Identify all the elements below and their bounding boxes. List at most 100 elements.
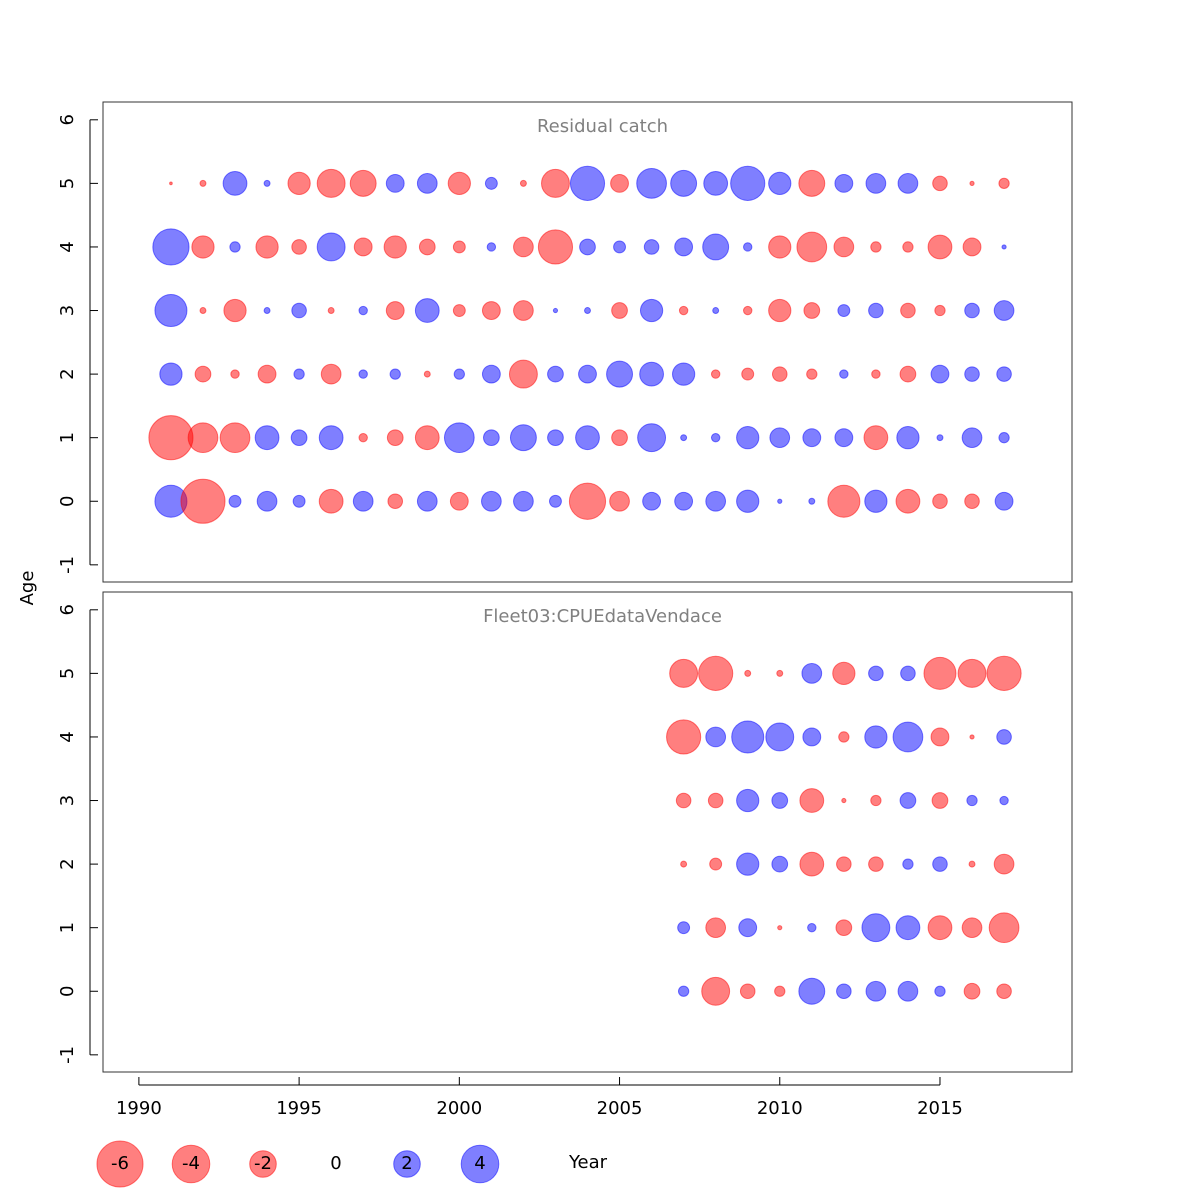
bubble xyxy=(578,364,597,384)
bubble xyxy=(255,235,279,259)
bubble xyxy=(934,304,946,317)
bubble xyxy=(806,368,818,380)
bubble xyxy=(895,915,921,941)
bubble xyxy=(194,365,212,383)
bubble xyxy=(453,368,465,380)
bubble xyxy=(666,719,702,755)
bubble xyxy=(575,425,600,451)
bubble xyxy=(486,242,497,252)
bubble xyxy=(868,856,884,872)
panel-title: Residual catch xyxy=(537,116,668,137)
bubble xyxy=(257,364,277,384)
bubble xyxy=(807,922,817,933)
bubble xyxy=(481,364,501,384)
legend-label: 4 xyxy=(474,1153,485,1174)
y-tick-label: 2 xyxy=(57,368,78,379)
bubble xyxy=(900,665,916,682)
bubble xyxy=(452,304,466,317)
bubble xyxy=(736,426,760,450)
bubble xyxy=(547,365,564,383)
bubble xyxy=(969,180,975,186)
bubble xyxy=(988,912,1020,944)
bubble xyxy=(358,432,368,443)
bubble xyxy=(698,655,734,691)
bubble xyxy=(674,237,694,257)
bubble xyxy=(736,852,760,876)
bubble xyxy=(705,490,727,512)
bubble xyxy=(765,722,795,752)
bubble xyxy=(932,856,948,872)
bubble xyxy=(864,725,888,749)
y-tick-label: -1 xyxy=(57,1046,78,1064)
bubble xyxy=(996,729,1012,745)
bubble xyxy=(936,434,944,442)
y-tick-label: 5 xyxy=(57,668,78,679)
bubble xyxy=(549,494,562,508)
bubble xyxy=(769,427,791,449)
bubble xyxy=(352,490,374,512)
bubble xyxy=(927,234,953,260)
bubble xyxy=(680,860,688,868)
bubble xyxy=(677,985,690,997)
bubble xyxy=(223,298,247,323)
bubble xyxy=(902,858,914,870)
bubble xyxy=(353,237,373,257)
bubble xyxy=(678,305,689,316)
bubble xyxy=(254,425,280,451)
bubble xyxy=(994,491,1014,511)
bubble xyxy=(865,980,887,1002)
bubble xyxy=(358,305,368,316)
bubble xyxy=(519,179,527,187)
panel-title: Fleet03:CPUEdataVendace xyxy=(483,606,722,627)
bubble xyxy=(709,857,723,871)
bubble xyxy=(932,175,948,192)
bubble xyxy=(327,307,335,315)
bubble xyxy=(836,983,852,1000)
bubble xyxy=(833,236,855,258)
bubble xyxy=(316,232,346,262)
bubble xyxy=(680,434,688,442)
bubble xyxy=(927,915,953,941)
bubble xyxy=(841,797,847,804)
bubble xyxy=(290,429,308,447)
bubble xyxy=(771,855,789,873)
bubble xyxy=(674,491,694,511)
bubble xyxy=(449,491,469,511)
bubble xyxy=(169,181,173,186)
bubble xyxy=(611,302,628,319)
bubble xyxy=(263,307,271,315)
bubble xyxy=(219,422,251,454)
bubble xyxy=(291,239,307,255)
bubble xyxy=(292,494,306,508)
bubble xyxy=(774,985,786,997)
bubble xyxy=(416,490,438,512)
bubble xyxy=(1001,244,1007,250)
bubble xyxy=(969,734,975,740)
legend-bubble xyxy=(171,1144,211,1184)
bubble xyxy=(705,917,727,939)
bubble xyxy=(897,173,919,194)
bubble xyxy=(148,415,194,461)
y-tick-label: 2 xyxy=(57,858,78,869)
bubble xyxy=(777,498,783,504)
y-tick-label: 1 xyxy=(57,432,78,443)
y-tick-label: 3 xyxy=(57,305,78,316)
bubble xyxy=(228,494,242,508)
bubble xyxy=(675,792,692,809)
bubble xyxy=(834,173,854,193)
bubble xyxy=(584,307,591,315)
bubble xyxy=(834,428,854,448)
bubble xyxy=(730,165,766,201)
bubble xyxy=(998,432,1010,444)
x-tick-label: 1990 xyxy=(116,1098,162,1119)
bubble xyxy=(827,484,861,518)
bubble xyxy=(923,656,957,690)
bubble xyxy=(611,429,628,447)
bubble xyxy=(993,853,1015,875)
bubble xyxy=(964,493,980,510)
bubble xyxy=(710,432,721,443)
bubble xyxy=(870,241,882,253)
bubble xyxy=(802,428,822,448)
